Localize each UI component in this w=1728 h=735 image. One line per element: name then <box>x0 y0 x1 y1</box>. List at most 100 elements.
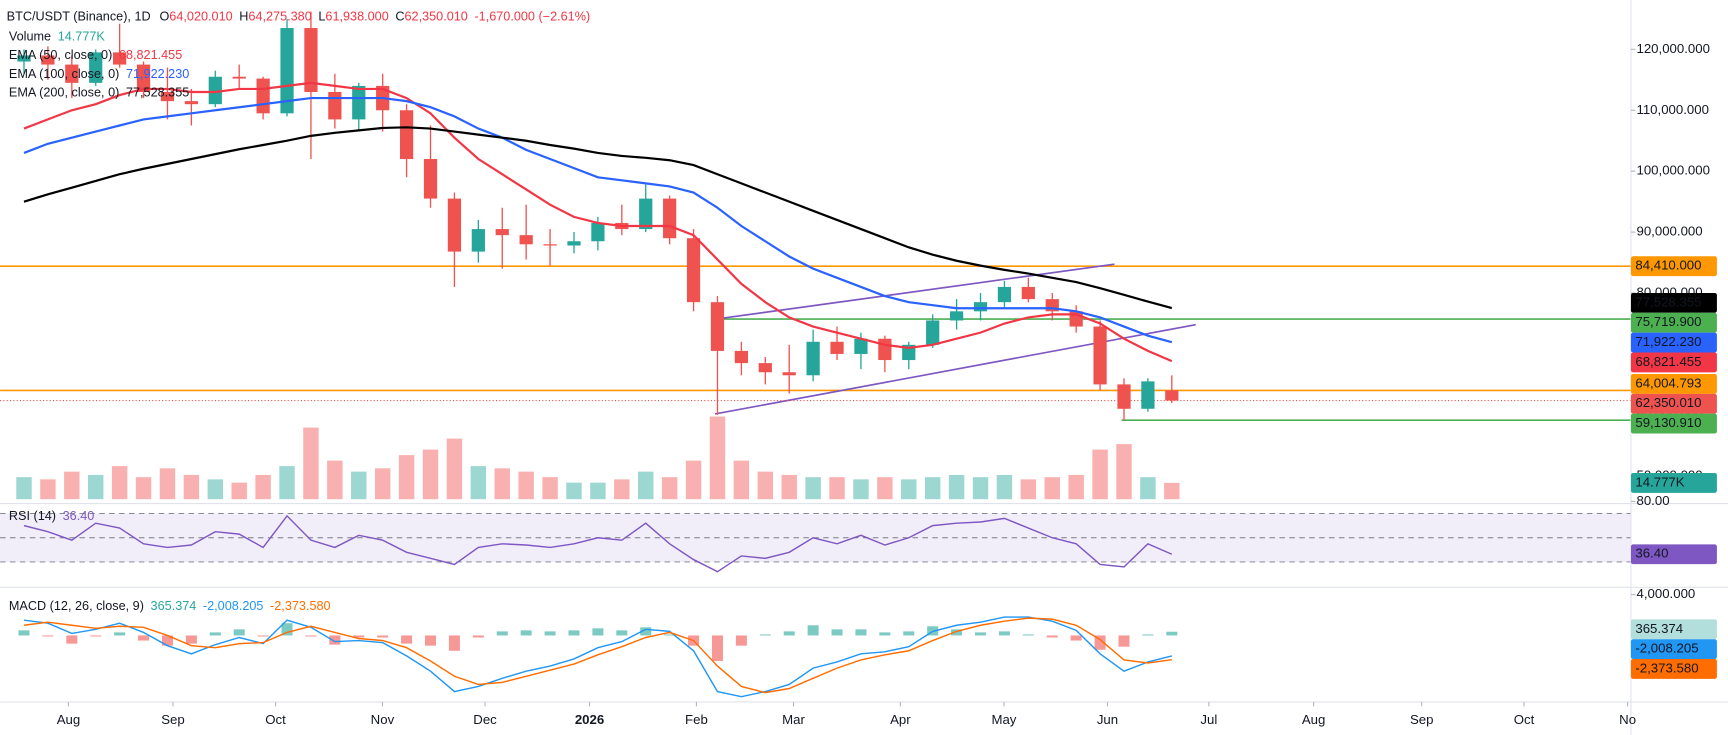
x-tick-label: 2026 <box>575 712 604 727</box>
candle-body <box>782 372 796 376</box>
y-tick-label: 80.00 <box>1636 493 1669 508</box>
candle-body <box>639 198 653 230</box>
candle-body <box>902 344 916 361</box>
axis-value-label: 84,410.000 <box>1635 258 1701 273</box>
y-tick-label: 100,000.000 <box>1636 163 1710 178</box>
candle-body <box>973 302 988 312</box>
axis-value-label: 75,719.900 <box>1635 314 1701 329</box>
candle-body <box>949 311 964 321</box>
candle-body <box>830 341 844 354</box>
x-tick-label: Sep <box>161 712 185 727</box>
axis-value-label: 77,528.355 <box>1635 294 1701 309</box>
ohlc-value: 62,350.010 <box>405 10 468 24</box>
macd-histogram-bar <box>18 630 30 636</box>
x-tick-label: Dec <box>473 712 497 727</box>
legend-value: 365.374 <box>151 600 197 614</box>
volume-bar <box>733 460 750 500</box>
candle-body <box>519 235 533 245</box>
macd-histogram-bar <box>1166 631 1178 636</box>
x-tick-label: Aug <box>1302 712 1326 727</box>
volume-bar <box>374 468 391 500</box>
candle-body <box>17 55 31 62</box>
macd-histogram-bar <box>66 635 78 644</box>
ohlc-key: O <box>159 10 169 24</box>
macd-histogram-bar <box>329 635 341 645</box>
volume-bar <box>972 477 989 500</box>
candle-body <box>1141 381 1155 409</box>
change: -1,670.000 (−2.61%) <box>474 10 590 24</box>
candle-body <box>184 101 198 105</box>
candle-body <box>208 76 222 105</box>
axis-value-label: 59,130.910 <box>1635 415 1701 430</box>
x-tick-label: Mar <box>782 712 805 727</box>
volume-bar <box>757 471 774 500</box>
volume-bar <box>1140 477 1156 500</box>
legend-rsi: RSI (14) 36.40 <box>9 509 94 523</box>
legend-ema: EMA (200, close, 0) 77,528.355 <box>9 86 189 100</box>
candle-body <box>65 64 79 83</box>
volume-bar <box>111 466 128 500</box>
legend-volume: Volume 14.777K <box>9 30 106 44</box>
candle-body <box>113 52 127 65</box>
ema-line <box>23 126 1173 310</box>
volume-bar <box>518 471 534 500</box>
candle-body <box>926 320 940 345</box>
macd-histogram-bar <box>401 635 413 644</box>
volume-bar <box>614 479 630 500</box>
macd-histogram-bar <box>185 635 197 644</box>
volume-bar <box>446 438 463 500</box>
volume-bar <box>398 455 415 500</box>
macd-histogram-bar <box>281 623 293 636</box>
legend-value: 36.40 <box>63 509 95 523</box>
macd-histogram-bar <box>1022 634 1034 636</box>
volume-bar <box>64 471 80 500</box>
volume-bar <box>1092 449 1108 500</box>
volume-bar <box>661 477 678 500</box>
macd-signal <box>23 617 1172 694</box>
volume-bar <box>327 460 343 500</box>
candle-body <box>399 110 414 160</box>
legend-value: -2,373.580 <box>270 600 331 614</box>
volume-bar <box>255 474 271 500</box>
axis-value-label: -2,008.205 <box>1635 641 1698 656</box>
x-tick-label: Jul <box>1200 712 1217 727</box>
legend-name: Volume <box>9 30 51 44</box>
macd-histogram-bar <box>711 635 723 661</box>
volume-bar <box>566 482 582 500</box>
macd-histogram-bar <box>448 635 460 651</box>
axis-value-label-box <box>1630 312 1717 333</box>
volume-bar <box>781 474 797 500</box>
axis-value-label: 36.40 <box>1635 546 1668 561</box>
axis-value-label: 71,922.230 <box>1635 334 1701 349</box>
legend-value: 68,821.455 <box>119 49 182 63</box>
candle-body <box>878 338 892 361</box>
candle-body <box>352 85 366 120</box>
macd-histogram-bar <box>42 635 54 637</box>
ohlc-value: 61,938.000 <box>325 10 388 24</box>
candle-body <box>710 302 725 351</box>
volume-bar <box>494 468 510 500</box>
volume-bar <box>1044 477 1060 500</box>
volume-bar <box>135 477 152 500</box>
rsi-line <box>23 514 1173 573</box>
volume-bar <box>996 474 1013 500</box>
macd-histogram-bar <box>1046 635 1058 638</box>
legend-name: EMA (200, close, 0) <box>9 86 119 100</box>
legend-ema: EMA (50, close, 0) 68,821.455 <box>9 49 182 63</box>
macd-histogram-bar <box>496 631 508 636</box>
volume-bar <box>877 477 893 500</box>
macd-histogram-bar <box>855 629 867 636</box>
macd-histogram-bar <box>114 632 126 636</box>
macd-histogram-bar <box>161 635 173 646</box>
trend-line <box>714 263 1115 321</box>
candle-body <box>471 229 485 252</box>
volume-bar <box>303 427 319 500</box>
candle-body <box>232 76 246 79</box>
legend-value: 77,528.355 <box>126 86 189 100</box>
macd-histogram-bar <box>1094 635 1106 650</box>
ohlc-value: 64,275.380 <box>248 10 311 24</box>
candle-body <box>663 198 677 239</box>
volume-bar <box>924 477 941 500</box>
